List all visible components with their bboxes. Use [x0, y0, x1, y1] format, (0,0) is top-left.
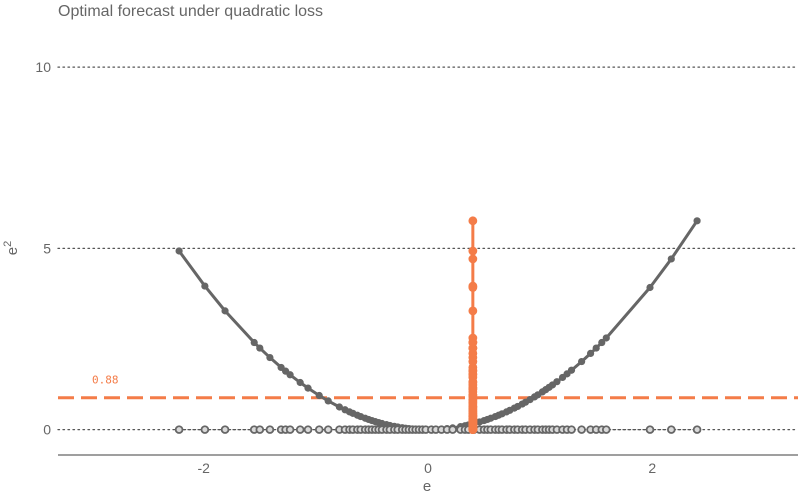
error-point — [323, 425, 333, 434]
error-point — [265, 425, 275, 434]
optimal-loss-point — [468, 254, 478, 264]
loss-point — [553, 378, 561, 386]
error-point — [567, 425, 576, 434]
loss-point — [266, 353, 274, 362]
loss-point — [221, 307, 229, 315]
loss-point — [598, 338, 606, 347]
optimal-loss-point — [468, 365, 478, 375]
zero-error-series — [174, 425, 702, 434]
y-tick-label: 5 — [43, 240, 51, 256]
loss-point — [592, 344, 600, 352]
loss-point — [646, 283, 654, 292]
optimal-loss-point — [468, 357, 478, 366]
loss-point — [578, 357, 586, 366]
error-point — [255, 425, 265, 434]
loss-point — [296, 378, 304, 387]
loss-point — [315, 391, 323, 400]
loss-curve-right — [472, 219, 699, 426]
y-tick-label: 0 — [43, 422, 51, 438]
mean-loss-label: 0.88 — [92, 374, 119, 387]
optimal-loss-point — [468, 216, 478, 226]
loss-point — [250, 338, 258, 347]
error-point — [220, 425, 230, 434]
error-point — [303, 425, 313, 434]
loss-point — [175, 247, 183, 255]
optimal-loss-point — [468, 306, 478, 316]
x-axis-title: e — [423, 478, 431, 495]
grid-lines — [57, 66, 799, 431]
error-point — [667, 425, 676, 434]
error-point — [645, 425, 655, 434]
loss-point — [201, 282, 209, 290]
loss-point — [256, 344, 264, 352]
axes: 0 5 10 -2 0 2 — [35, 59, 798, 476]
x-tick-label: 0 — [424, 460, 432, 476]
error-point — [314, 425, 324, 434]
error-point — [577, 425, 586, 434]
chart-title: Optimal forecast under quadratic loss — [58, 3, 324, 20]
y-axis-title: e2 — [2, 241, 21, 255]
loss-point — [586, 349, 595, 358]
error-point — [448, 425, 457, 434]
optimal-forecast-series — [468, 216, 478, 435]
error-point — [692, 425, 702, 434]
loss-point — [667, 255, 675, 263]
error-point — [285, 425, 295, 434]
error-point — [200, 425, 210, 434]
loss-point — [335, 403, 344, 411]
loss-point — [286, 371, 294, 379]
optimal-loss-point — [468, 246, 478, 256]
x-tick-label: 2 — [648, 460, 656, 476]
loss-point — [567, 366, 576, 374]
error-point — [174, 425, 184, 434]
y-axis-title-base: e — [4, 247, 21, 255]
loss-point — [602, 334, 610, 342]
y-axis-title-superscript: 2 — [2, 241, 14, 247]
loss-point — [304, 384, 312, 392]
y-tick-label: 10 — [35, 59, 51, 75]
loss-point — [693, 217, 701, 225]
x-tick-label: -2 — [198, 460, 211, 476]
mean-loss-reference: 0.88 — [58, 374, 798, 400]
error-point — [601, 425, 611, 434]
optimal-loss-point — [468, 283, 478, 292]
loss-curve-left — [177, 249, 470, 432]
error-point — [295, 425, 305, 434]
optimal-loss-point — [468, 333, 478, 343]
squared-error-series — [175, 217, 701, 434]
loss-point — [324, 397, 332, 405]
